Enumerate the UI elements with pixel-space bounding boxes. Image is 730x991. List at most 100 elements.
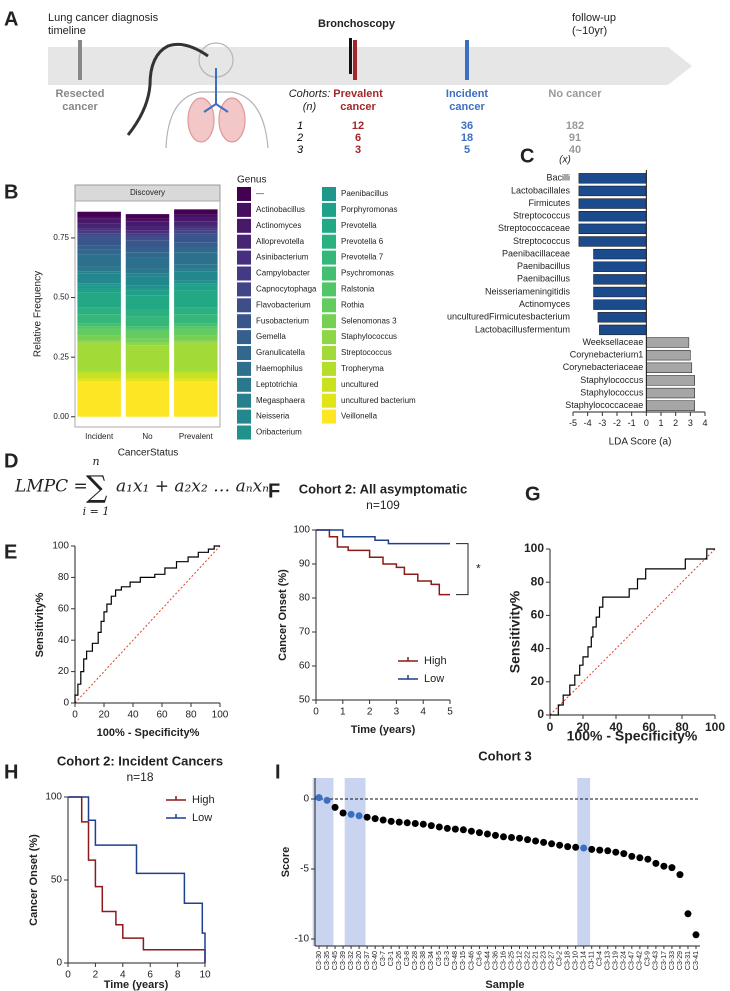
legend-label: —: [256, 189, 264, 198]
x-tick-label: C3-43: [653, 951, 660, 970]
legend-swatch: [322, 393, 336, 408]
bar-segment: [174, 230, 218, 234]
legend-label: uncultured: [341, 380, 378, 389]
x-tick-label: C3-5: [436, 951, 443, 966]
bar-segment: [125, 233, 170, 236]
bar-segment: [125, 268, 170, 274]
x-tick-label: 2: [367, 707, 373, 718]
bar-segment: [125, 378, 170, 381]
legend-swatch: [237, 393, 251, 408]
y-axis-label: Cancer Onset (%): [28, 834, 40, 926]
bar-segment: [174, 290, 218, 308]
event-label: Bronchoscopy: [318, 18, 396, 30]
point: [660, 862, 668, 870]
x-tick-label: C3-23: [540, 951, 547, 970]
strip-label: Discovery: [130, 188, 165, 197]
chart-subtitle: n=109: [366, 498, 400, 512]
bar: [646, 375, 695, 386]
x-tick-label: C3-46: [468, 951, 475, 970]
point: [339, 809, 347, 817]
chart-subtitle: n=18: [126, 770, 153, 784]
point: [323, 796, 331, 804]
category-label: Staphylococcus: [580, 387, 644, 397]
legend-label: Fusobacterium: [256, 316, 309, 325]
y-tick-label: 100: [293, 525, 310, 536]
point: [347, 810, 355, 818]
bar-segment: [174, 221, 218, 227]
bar: [597, 312, 647, 323]
x-tick-label: C3-10: [573, 951, 580, 970]
x-tick-label: C3-18: [565, 951, 572, 970]
bar-segment: [174, 328, 218, 336]
chart-title: Cohort 2: All asymptomatic: [299, 481, 468, 496]
x-axis-label: Time (years): [351, 724, 416, 736]
legend-swatch: [322, 187, 336, 201]
bar: [646, 349, 691, 361]
panel-letter: B: [4, 181, 18, 203]
x-tick-label: C3-2: [556, 951, 563, 966]
x-tick-label: C3-30: [316, 951, 323, 970]
x-tick-label: No: [142, 432, 153, 441]
x-tick-label: 10: [199, 970, 211, 981]
y-tick-label: 60: [299, 661, 311, 672]
point: [419, 820, 427, 828]
legend-swatch: [322, 282, 336, 297]
bar-segment: [174, 378, 218, 381]
y-tick-label: 0.50: [53, 293, 69, 302]
survival-curve: [68, 796, 206, 963]
x-tick-label: C3-38: [420, 951, 427, 970]
legend-label: Gemella: [256, 332, 286, 341]
point: [636, 854, 644, 862]
x-tick-label: C3-36: [492, 951, 499, 970]
group-label: Prevalent cancer: [333, 88, 383, 113]
bar-segment: [174, 342, 218, 372]
point: [499, 833, 507, 841]
x-tick-label: 0: [644, 418, 649, 428]
equation-sum: ∑: [86, 470, 108, 505]
point: [588, 845, 596, 853]
x-tick-label: 6: [147, 970, 153, 981]
point: [524, 836, 532, 844]
bar-segment: [174, 314, 218, 324]
x-tick-label: 2: [673, 418, 678, 428]
bar-segment: [77, 342, 121, 372]
legend-swatch: [322, 250, 336, 265]
bar-segment: [174, 280, 218, 284]
category-axis-label: (x): [559, 155, 571, 166]
bar-segment: [174, 252, 218, 265]
point: [379, 816, 387, 824]
point: [355, 812, 363, 820]
legend-label: Neisseria: [256, 412, 290, 421]
bar-segment: [125, 380, 170, 417]
cohort-count: 5: [463, 144, 471, 156]
bar-segment: [77, 380, 121, 417]
bar-segment: [77, 218, 121, 224]
legend-label: Capnocytophaga: [256, 285, 317, 294]
bar-segment: [77, 314, 121, 324]
legend-label: Prevotella 7: [341, 253, 384, 262]
legend-label: Staphylococcus: [341, 332, 397, 341]
legend-swatch: [237, 234, 251, 249]
bar: [578, 198, 647, 209]
x-tick-label: C3-3: [444, 951, 451, 966]
bar: [593, 299, 647, 310]
bar-segment: [125, 328, 170, 331]
legend-swatch: [237, 282, 251, 297]
bar: [593, 286, 647, 298]
cohort-count: 182: [565, 120, 585, 132]
bar-segment: [125, 326, 170, 329]
bar: [646, 387, 695, 399]
legend-label: Prevotella 6: [341, 237, 384, 246]
survival-curve: [68, 796, 206, 963]
legend-label: uncultured bacterium: [341, 396, 416, 405]
cohort-count: 3: [354, 144, 362, 156]
bar-segment: [77, 285, 121, 289]
bar-segment: [125, 316, 170, 327]
bar-segment: [125, 230, 170, 234]
category-label: Neisseriameningitidis: [485, 286, 571, 296]
point: [540, 838, 548, 846]
cohort-id: 3: [296, 144, 304, 156]
point: [403, 819, 411, 827]
legend-swatch: [237, 266, 251, 281]
bar-segment: [174, 235, 218, 243]
